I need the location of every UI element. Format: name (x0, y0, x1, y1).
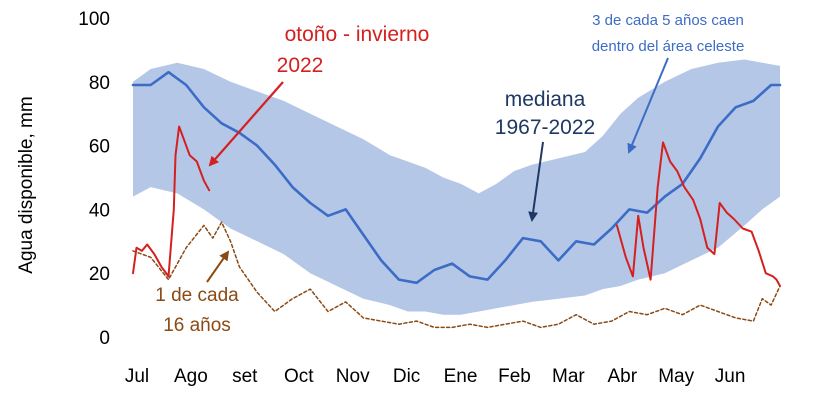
rare-arrow (206, 250, 230, 283)
band-area (133, 59, 780, 315)
y-tick-label: 100 (78, 9, 110, 30)
y-tick-label: 0 (99, 328, 110, 349)
series-line-current-2022-2 (615, 141, 781, 287)
band-annotation-line-2: dentro del área celeste (592, 38, 745, 55)
current-annotation-line-2: 2022 (277, 54, 324, 77)
current-arrow (208, 81, 284, 167)
median-arrow (528, 141, 544, 222)
band-annotation-line-1: 3 de cada 5 años caen (592, 12, 744, 29)
median-annotation-line-1: mediana (505, 88, 586, 111)
x-tick-label: Oct (284, 366, 314, 387)
x-tick-label: Feb (498, 366, 531, 387)
y-axis-title: Agua disponible, mm (16, 96, 37, 273)
current-annotation-line-1: otoño - invierno (285, 23, 430, 46)
x-tick-label: Abr (608, 366, 638, 387)
y-tick-label: 80 (89, 73, 110, 94)
series-line-current-2022-1 (132, 125, 211, 278)
x-tick-label: Ago (174, 366, 208, 387)
x-tick-label: Nov (336, 366, 370, 387)
x-tick-label: Ene (444, 366, 478, 387)
band-arrow (627, 57, 669, 154)
rare-annotation-line-2: 16 años (163, 315, 231, 336)
series-line-median (131, 70, 782, 285)
quantile-band-layer (133, 59, 780, 315)
x-tick-label: Dic (393, 366, 420, 387)
y-tick-label: 20 (89, 264, 110, 285)
y-axis-ticks: 0 20 40 60 80 100 (78, 9, 110, 349)
x-tick-label: Jul (125, 366, 149, 387)
x-tick-label: May (658, 366, 694, 387)
median-annotation-line-2: 1967-2022 (495, 116, 595, 139)
series-line-rare-1-in-16 (132, 221, 781, 329)
x-tick-label: set (232, 366, 258, 387)
x-tick-label: Mar (552, 366, 585, 387)
series-layer (131, 70, 782, 329)
y-tick-label: 40 (89, 200, 110, 221)
x-axis-ticks: Jul Ago set Oct Nov Dic Ene Feb Mar Abr May Jun (125, 366, 746, 387)
rare-annotation-line-1: 1 de cada (155, 285, 239, 306)
x-tick-label: Jun (715, 366, 746, 387)
y-tick-label: 60 (89, 137, 110, 158)
